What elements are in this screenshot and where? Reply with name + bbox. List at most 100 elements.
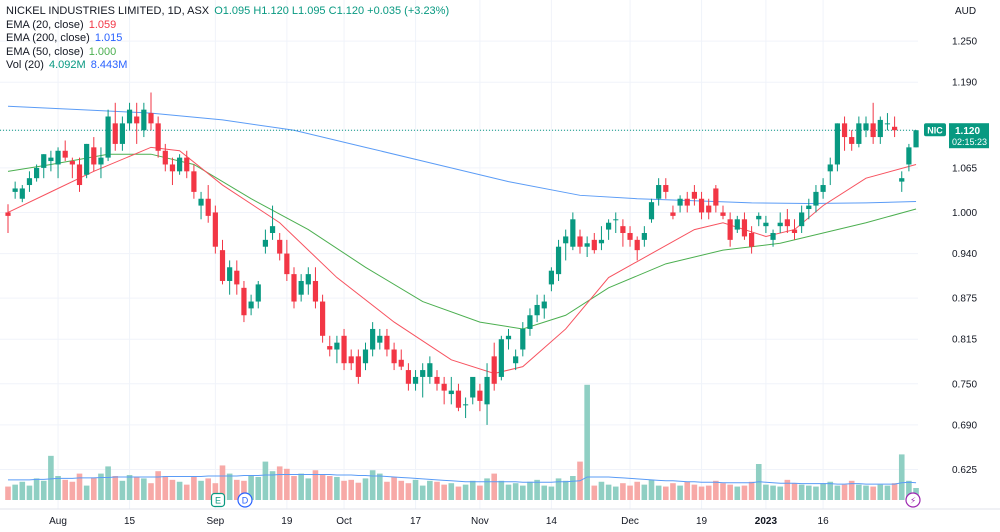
volume-bars: [5, 384, 919, 500]
volume-bar: [427, 480, 433, 500]
volume-bar: [598, 481, 605, 500]
volume-bar: [777, 486, 783, 500]
price-axis[interactable]: 1.250 1.190 1.120 1.065 1.000 0.940 0.875 0.815…: [952, 6, 977, 476]
volume-bar: [269, 471, 276, 500]
volume-bar: [720, 483, 726, 500]
candle-body: [391, 349, 397, 364]
volume-bar: [19, 481, 26, 500]
dividend-d-icon[interactable]: D: [237, 492, 253, 508]
price-tick-label: 0.690: [952, 420, 977, 431]
volume-bar: [570, 476, 576, 500]
candle-body: [598, 239, 605, 244]
volume-bar: [898, 454, 905, 500]
volume-bar: [884, 485, 891, 500]
candle-body: [606, 222, 612, 230]
candle-body: [541, 301, 547, 309]
candle-body: [892, 126, 898, 131]
volume-bar: [727, 484, 733, 500]
time-tick-label: Sep: [206, 516, 224, 527]
time-axis[interactable]: Aug 15 Sep 19 Oct 17 Nov 14 Dec 19 2023 16: [0, 508, 1000, 527]
volume-bar: [298, 473, 304, 500]
volume-bar: [498, 480, 505, 500]
candle-body: [12, 188, 18, 192]
time-tick-label: Oct: [336, 516, 352, 527]
volume-bar: [877, 484, 884, 500]
price-tick-label: 0.875: [952, 294, 977, 305]
earnings-e-icon[interactable]: E: [210, 492, 226, 508]
time-tick-label: 15: [124, 516, 136, 527]
lightning-icon[interactable]: ⚡: [905, 492, 921, 508]
volume-bar: [362, 478, 369, 500]
candle-body: [513, 356, 519, 364]
volume-bar: [512, 483, 519, 500]
volume-bar: [870, 486, 876, 500]
volume-bar: [863, 485, 869, 500]
candle-body: [577, 236, 583, 247]
candle-body: [370, 328, 376, 350]
event-markers[interactable]: E D ⚡: [210, 492, 921, 508]
volume-bar: [419, 485, 426, 500]
volume-bar: [326, 476, 333, 500]
candle-body: [362, 349, 369, 364]
candle-body: [434, 376, 440, 384]
volume-bar: [91, 477, 97, 500]
volume-bar: [119, 480, 126, 500]
candle-body: [884, 123, 891, 125]
candle-body: [455, 390, 462, 408]
candle-body: [563, 236, 569, 244]
volume-bar: [520, 485, 526, 500]
volume-bar: [191, 476, 197, 500]
candle-body: [534, 304, 540, 316]
ema20-row[interactable]: EMA (20, close) 1.059: [6, 19, 449, 33]
volume-bar: [641, 484, 648, 500]
candle-body: [91, 147, 97, 165]
price-tick-label: 1.250: [952, 37, 977, 48]
volume-bar: [648, 479, 655, 500]
volume-bar: [891, 483, 898, 500]
candle-body: [69, 161, 75, 165]
candle-body: [756, 215, 762, 220]
candle-body: [112, 123, 118, 144]
candle-body: [656, 185, 662, 199]
volume-ma-value: 8.443M: [90, 59, 128, 71]
volume-bar: [627, 485, 633, 500]
volume-bar: [820, 483, 826, 500]
candle-body: [348, 356, 354, 364]
candle-body: [441, 383, 447, 391]
candle-body: [527, 315, 533, 329]
candle-body: [62, 150, 68, 158]
event-letter: E: [215, 496, 221, 506]
time-tick-label: Nov: [471, 516, 489, 527]
candle-body: [913, 130, 919, 148]
candle-body: [627, 233, 633, 240]
volume-bar: [612, 486, 619, 500]
candle-body: [84, 143, 90, 175]
candle-body: [741, 219, 748, 237]
volume-bar: [806, 485, 812, 500]
candle-body: [26, 178, 33, 186]
ema200-row[interactable]: EMA (200, close) 1.015: [6, 32, 449, 46]
ema50-row[interactable]: EMA (50, close) 1.000: [6, 46, 449, 60]
volume-bar: [434, 481, 440, 500]
candle-body: [877, 119, 883, 138]
ema200-value: 1.015: [94, 32, 123, 44]
volume-bar: [784, 479, 791, 500]
volume-bar: [62, 479, 68, 500]
high-value: H1.120: [253, 5, 289, 17]
candle-body: [55, 150, 61, 165]
time-tick-label: 19: [281, 516, 293, 527]
volume-bar: [562, 480, 569, 500]
symbol-row[interactable]: NICKEL INDUSTRIES LIMITED, 1D, ASX O1.09…: [6, 5, 449, 19]
candle-body: [827, 164, 833, 172]
candle-body: [19, 188, 25, 199]
candle-body: [227, 267, 233, 281]
volume-bar: [834, 485, 841, 500]
change-value: +0.035 (+3.23%): [367, 5, 450, 17]
candle-body: [555, 246, 562, 275]
ema20-label: EMA (20, close): [6, 18, 84, 31]
candle-body: [305, 274, 311, 285]
volume-bar: [663, 486, 669, 500]
ema50-label: EMA (50, close): [6, 45, 84, 58]
volume-row[interactable]: Vol (20) 4.092M 8.443M: [6, 59, 449, 73]
